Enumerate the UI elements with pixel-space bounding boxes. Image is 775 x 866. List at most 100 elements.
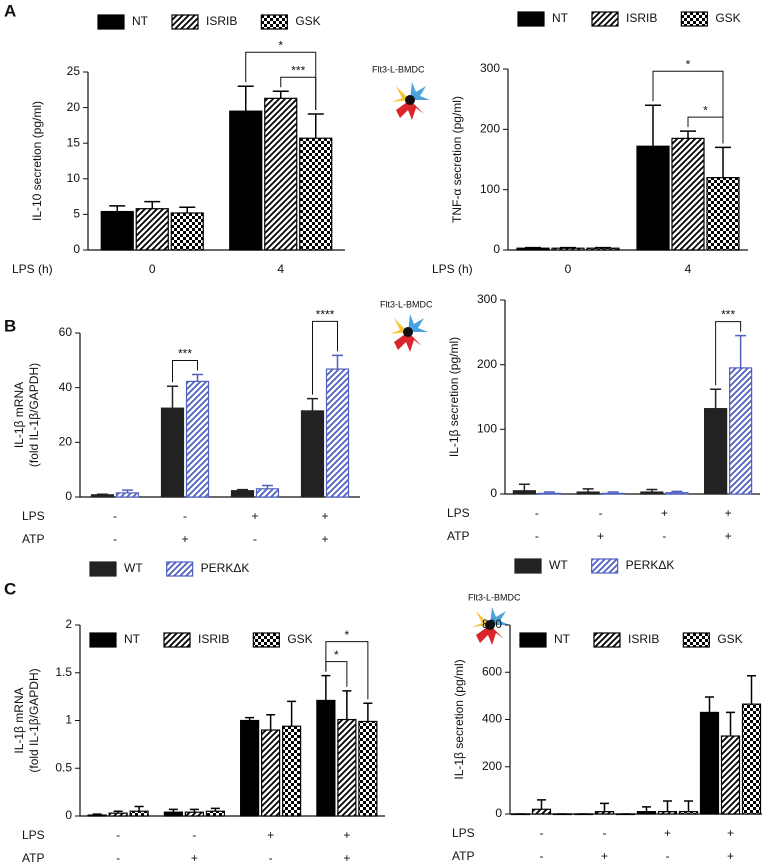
legend-label: PERKΔK: [201, 561, 250, 575]
row-value: -: [666, 849, 670, 863]
legend-swatch: [260, 14, 288, 30]
row-value: -: [116, 828, 120, 842]
bar: [594, 811, 615, 815]
error-bar: [726, 711, 735, 737]
y-tick-label: 1.5: [55, 665, 72, 679]
legend-label: PERKΔK: [626, 558, 675, 572]
error-bar: [272, 90, 289, 99]
legend-label: ISRIB: [628, 632, 659, 646]
error-bar: [210, 807, 220, 812]
significance-label: *: [334, 648, 339, 662]
row-value: -: [269, 851, 273, 865]
error-bar: [705, 696, 714, 713]
bar: [678, 811, 699, 815]
legend-swatch: [517, 11, 545, 27]
error-bar: [645, 104, 661, 147]
error-bar: [684, 800, 693, 812]
error-bar: [134, 805, 144, 812]
bar: [704, 408, 728, 495]
bar: [729, 367, 753, 495]
error-bar: [321, 674, 331, 701]
significance-bracket: [325, 641, 369, 700]
bar: [299, 137, 333, 251]
y-tick-label: 200: [477, 357, 497, 371]
y-tick-label: 200: [482, 759, 502, 773]
y-tick-label: 300: [480, 61, 500, 75]
significance-bracket: [715, 321, 742, 386]
y-tick-label: 0.5: [55, 760, 72, 774]
legend-label: WT: [549, 558, 568, 572]
significance-label: *: [345, 628, 350, 642]
cell-label: Flt3-L-BMDC: [380, 299, 433, 309]
bar: [551, 247, 585, 251]
error-bar: [646, 488, 658, 493]
row-value: -: [599, 506, 603, 520]
y-axis-label: IL-1β mRNA: [12, 687, 26, 753]
cell-icon: [392, 82, 430, 120]
legend-label: ISRIB: [198, 632, 229, 646]
significance-label: ***: [178, 347, 192, 361]
x-tick-label: 4: [277, 262, 284, 276]
error-bar: [307, 113, 324, 139]
error-bar: [109, 205, 126, 212]
error-bar: [307, 397, 318, 411]
row-label: ATP: [447, 529, 469, 543]
row-value: -: [603, 826, 607, 840]
error-bar: [192, 373, 203, 382]
error-bar: [595, 246, 611, 249]
y-tick-label: 20: [67, 100, 81, 114]
row-value: +: [251, 509, 258, 523]
bar: [601, 492, 625, 495]
legend-label: GSK: [287, 632, 312, 646]
y-tick-label: 600: [482, 664, 502, 678]
panel-label: A: [4, 1, 16, 20]
bar: [282, 725, 302, 817]
bar: [160, 407, 185, 498]
row-value: -: [113, 532, 117, 546]
error-bar: [97, 493, 108, 496]
row-label: LPS: [22, 509, 45, 523]
y-tick-label: 0: [490, 486, 497, 500]
legend-label: NT: [554, 632, 571, 646]
legend-swatch: [591, 11, 619, 27]
row-value: +: [601, 849, 608, 863]
bar: [640, 491, 664, 495]
y-tick-label: 0: [495, 806, 502, 820]
bar: [576, 491, 600, 495]
row-value: -: [253, 532, 257, 546]
bar: [90, 494, 115, 498]
row-value: +: [725, 529, 732, 543]
error-bar: [537, 799, 546, 810]
error-bar: [179, 206, 196, 213]
x-tick-label: 0: [149, 262, 156, 276]
error-bar: [543, 491, 555, 494]
legend-label: NT: [132, 14, 149, 28]
row-value: +: [181, 532, 188, 546]
row-value: -: [192, 828, 196, 842]
legend-label: GSK: [715, 11, 740, 25]
row-label: LPS: [452, 826, 475, 840]
row-label: LPS: [447, 506, 470, 520]
legend-label: ISRIB: [206, 14, 237, 28]
error-bar: [518, 483, 530, 491]
significance-bracket: [652, 70, 724, 144]
row-value: +: [727, 849, 734, 863]
row-value: -: [540, 826, 544, 840]
row-value: -: [113, 509, 117, 523]
legend-swatch: [519, 632, 547, 648]
significance-label: ***: [721, 308, 735, 322]
y-axis-label: TNF-α secretion (pg/ml): [450, 96, 464, 223]
legend-label: WT: [124, 561, 143, 575]
legend-swatch: [97, 14, 125, 30]
significance-label: *: [278, 38, 283, 52]
row-value: +: [597, 529, 604, 543]
row-value: -: [535, 529, 539, 543]
y-tick-label: 1: [65, 713, 72, 727]
legend-swatch: [252, 632, 280, 648]
bar: [135, 208, 169, 251]
bar: [261, 729, 281, 817]
error-bar: [237, 488, 248, 491]
x-tick-label: 0: [565, 262, 572, 276]
y-tick-label: 0: [73, 242, 80, 256]
